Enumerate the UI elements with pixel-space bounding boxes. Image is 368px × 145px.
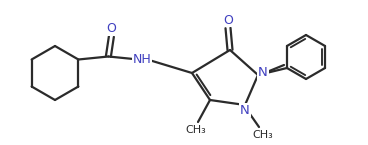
Text: CH₃: CH₃: [252, 130, 273, 140]
Text: N: N: [258, 67, 268, 79]
Text: NH: NH: [133, 53, 152, 66]
Text: CH₃: CH₃: [185, 125, 206, 135]
Text: O: O: [106, 22, 116, 35]
Text: O: O: [223, 13, 233, 27]
Text: N: N: [240, 104, 250, 116]
